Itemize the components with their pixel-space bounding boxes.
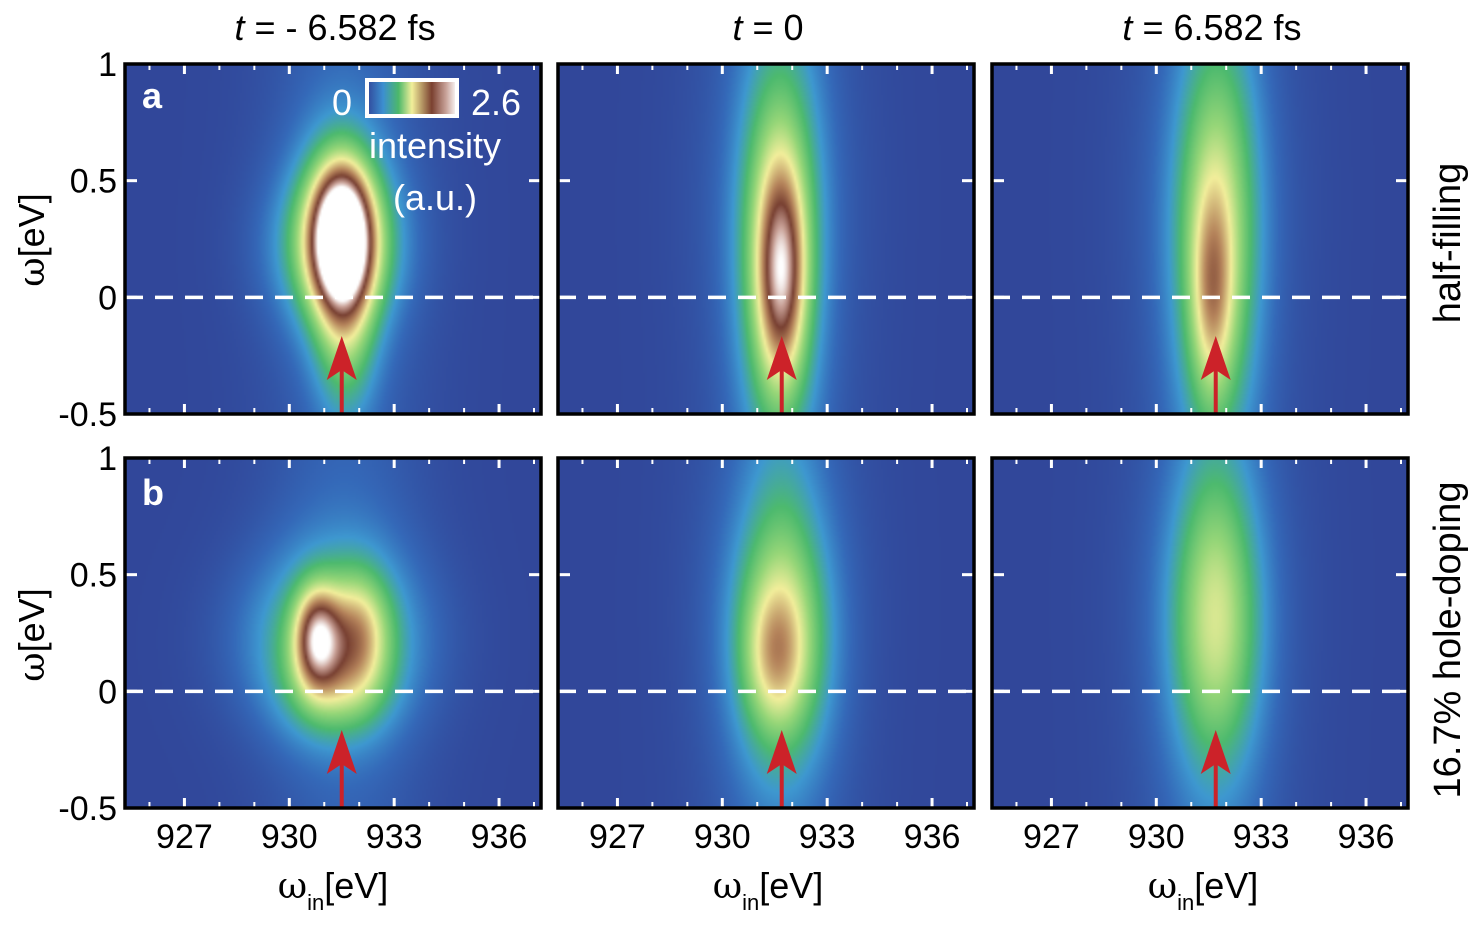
panel-frame <box>123 456 543 810</box>
heatmap-image <box>125 64 541 414</box>
x-tick-label: 927 <box>589 818 646 856</box>
column-title-3: t = 6.582 fs <box>1122 7 1301 48</box>
y-tick-label: 1 <box>98 440 117 478</box>
x-axis-label-1: ωin[eV] <box>278 865 389 915</box>
panel-a-2 <box>556 62 976 416</box>
column-title-1: t = - 6.582 fs <box>234 7 435 48</box>
x-tick-label: 933 <box>1233 818 1290 856</box>
y-tick-label: 0.5 <box>70 163 117 201</box>
panel-a-3 <box>990 62 1410 416</box>
y-tick-label: 0 <box>98 673 117 711</box>
panel-frame <box>556 62 976 416</box>
x-tick-label: 933 <box>366 818 423 856</box>
y-tick-label: -0.5 <box>58 396 117 434</box>
x-tick-label: 930 <box>1128 818 1185 856</box>
x-tick-label: 933 <box>799 818 856 856</box>
excitation-arrowhead <box>1200 730 1231 774</box>
x-tick-label: 936 <box>1338 818 1395 856</box>
panel-b-3: 927 930 933 936 <box>990 456 1410 856</box>
x-tick-label: 927 <box>156 818 213 856</box>
y-tick-label: 1 <box>98 46 117 84</box>
panel-letter-b: b <box>142 472 164 513</box>
heatmap-image <box>125 458 541 808</box>
panel-a-1: -0.5 0 0.5 1 <box>58 46 543 434</box>
x-tick-label: 936 <box>471 818 528 856</box>
colorbar: 0 2.6 intensity (a.u.) <box>332 78 521 218</box>
x-tick-label: 936 <box>904 818 961 856</box>
x-axis-label-2: ωin[eV] <box>713 865 824 915</box>
excitation-arrowhead <box>766 336 797 380</box>
x-tick-label: 930 <box>261 818 318 856</box>
colorbar-min-label: 0 <box>332 82 352 123</box>
panel-b-1: 927 930 933 936 -0.5 0 0.5 1 <box>58 440 543 856</box>
column-title-2: t = 0 <box>732 7 803 48</box>
panel-b-2: 927 930 933 936 <box>556 456 976 856</box>
panel-frame <box>556 456 976 810</box>
colorbar-title: intensity <box>369 125 501 166</box>
y-tick-label: 0 <box>98 279 117 317</box>
panel-letter-a: a <box>142 75 163 116</box>
excitation-arrowhead <box>326 730 357 774</box>
x-tick-label: 930 <box>694 818 751 856</box>
heatmap-image <box>992 458 1408 808</box>
colorbar-gradient <box>365 78 459 118</box>
row-label-half-filling: half-filling <box>1427 163 1469 324</box>
heatmap-image <box>558 458 974 808</box>
x-tick-label: 927 <box>1023 818 1080 856</box>
colorbar-unit: (a.u.) <box>393 177 477 218</box>
panel-frame <box>990 62 1410 416</box>
heatmap-image <box>558 64 974 414</box>
row-label-hole-doping: 16.7% hole-doping <box>1427 482 1469 799</box>
excitation-arrowhead <box>326 336 357 380</box>
panel-frame <box>123 62 543 416</box>
y-axis-label-top: ω[eV] <box>11 193 53 286</box>
x-axis-label-3: ωin[eV] <box>1148 865 1259 915</box>
excitation-arrowhead <box>766 730 797 774</box>
y-axis-label-bottom: ω[eV] <box>11 588 53 681</box>
excitation-arrowhead <box>1200 336 1231 380</box>
y-tick-label: 0.5 <box>70 557 117 595</box>
colorbar-max-label: 2.6 <box>471 82 521 123</box>
panel-frame <box>990 456 1410 810</box>
heatmap-image <box>992 64 1408 414</box>
y-tick-label: -0.5 <box>58 790 117 828</box>
